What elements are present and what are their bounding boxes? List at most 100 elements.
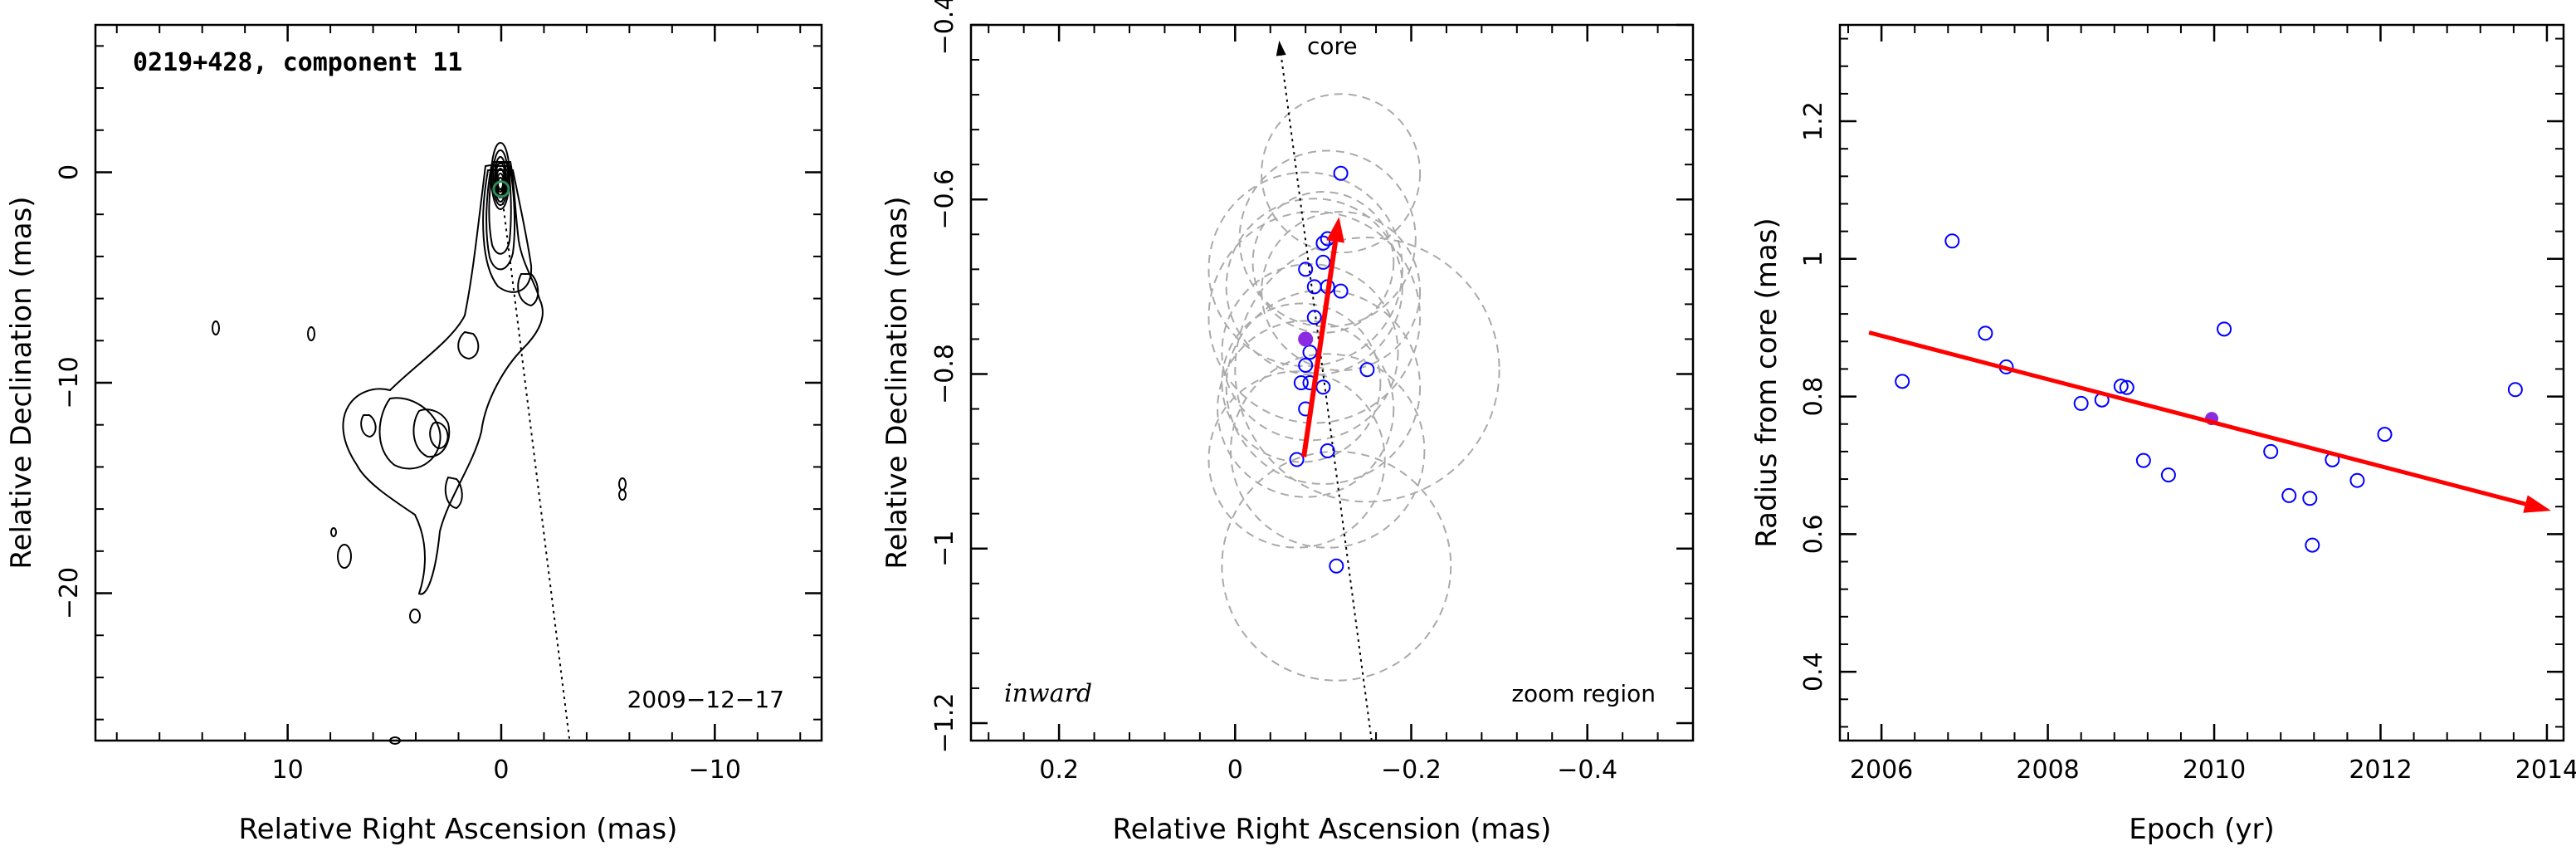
uncertainty-circle	[1217, 320, 1395, 498]
panel-contour-map: 10 0 −10 0 −10 −20	[5, 23, 823, 846]
uncertainty-circle	[1261, 93, 1422, 254]
data-point	[1315, 235, 1331, 251]
p1-y-axis-title: Relative Declination (mas)	[5, 196, 38, 569]
y-tick-label: −0.6	[930, 169, 959, 230]
data-point	[2217, 321, 2232, 337]
x-tick-label: −0.2	[1381, 756, 1442, 785]
data-point	[1306, 279, 1322, 295]
p1-x-axis-title: Relative Right Ascension (mas)	[239, 813, 678, 846]
p3-ticks: 2006 2008 2010 2012 2014 0.4 0.6 0.8 1 1.2	[1799, 25, 2576, 785]
x-tick-label: 2014	[2515, 756, 2576, 785]
data-point	[1298, 262, 1314, 277]
core-direction-line	[1280, 55, 1373, 741]
contour-lines	[212, 142, 627, 745]
panel-radius-epoch: 2006 2008 2010 2012 2014 0.4 0.6 0.8 1 1.2 Epoch …	[1750, 23, 2576, 846]
velocity-arrow	[1301, 241, 1339, 457]
p2-frame	[969, 23, 1695, 742]
uncertainty-circle	[1208, 171, 1403, 368]
core-arrow-head	[1276, 40, 1286, 56]
data-point	[1289, 452, 1305, 467]
uncertainty-circles	[1208, 93, 1500, 682]
x-tick-label: 2006	[1850, 756, 1913, 785]
data-point	[1359, 362, 1375, 378]
y-tick-label: −1	[930, 531, 959, 567]
y-tick-label: 0	[55, 164, 84, 180]
zoom-region-label: zoom region	[1511, 680, 1656, 707]
data-point	[2377, 427, 2393, 443]
data-point	[1320, 443, 1335, 458]
data-point	[1944, 233, 1960, 249]
jet-direction-line	[500, 188, 571, 741]
x-tick-label: 10	[272, 756, 304, 785]
velocity-arrow-head	[1326, 217, 1345, 243]
p1-frame	[94, 23, 823, 742]
x-tick-label: −0.4	[1557, 756, 1617, 785]
panel-zoom-scatter: 0.2 0 −0.2 −0.4 −0.4 −0.6 −0.8 −1 −1.2 core inwa…	[881, 0, 1695, 846]
p2-y-axis-title: Relative Declination (mas)	[881, 196, 914, 569]
data-point	[1315, 379, 1331, 395]
mean-point	[1298, 331, 1314, 347]
data-point	[1978, 325, 1993, 341]
p2-ticks: 0.2 0 −0.2 −0.4 −0.4 −0.6 −0.8 −1 −1.2	[930, 0, 1694, 785]
y-tick-label: −20	[55, 567, 84, 619]
data-point	[2302, 491, 2318, 506]
y-tick-label: 0.4	[1799, 652, 1828, 692]
p1-ticks: 10 0 −10 0 −10 −20	[55, 25, 822, 785]
uncertainty-circle	[1225, 198, 1403, 376]
trend-arrow-head	[2523, 495, 2551, 513]
data-point	[1293, 375, 1309, 390]
data-point	[1298, 357, 1314, 373]
data-point	[2113, 379, 2129, 394]
data-point	[1315, 254, 1331, 270]
x-tick-label: −10	[689, 756, 741, 785]
y-tick-label: 0.6	[1799, 514, 1828, 554]
uncertainty-circle	[1208, 370, 1386, 549]
trend-arrow	[1868, 330, 2526, 506]
uncertainty-circle	[1238, 149, 1417, 328]
data-point	[2263, 443, 2279, 459]
data-point	[2349, 472, 2365, 488]
data-point	[2073, 395, 2089, 411]
data-point	[2135, 452, 2151, 468]
p3-y-axis-title: Radius from core (mas)	[1750, 218, 1783, 547]
x-tick-label: 0.2	[1039, 756, 1079, 785]
x-tick-label: 2008	[2016, 756, 2079, 785]
x-tick-label: 0	[1227, 756, 1243, 785]
p3-frame	[1838, 23, 2565, 742]
panel1-title: 0219+428, component 11	[133, 48, 462, 77]
x-tick-label: 0	[493, 756, 509, 785]
component-marker	[492, 180, 510, 198]
y-tick-label: −0.4	[930, 0, 959, 55]
uncertainty-circle	[1261, 211, 1422, 372]
date-label: 2009−12−17	[627, 686, 784, 713]
uncertainty-circle	[1208, 210, 1422, 424]
data-point	[1329, 558, 1344, 574]
core-label: core	[1307, 32, 1358, 60]
data-point	[2305, 537, 2320, 553]
p2-x-axis-title: Relative Right Ascension (mas)	[1113, 813, 1552, 846]
uncertainty-circle	[1229, 353, 1426, 549]
data-point	[2507, 382, 2523, 398]
uncertainty-circle	[1221, 450, 1452, 682]
inward-label: inward	[1004, 679, 1092, 708]
data-point	[1895, 374, 1910, 389]
data-point	[2160, 467, 2176, 483]
x-tick-label: 2012	[2349, 756, 2412, 785]
data-point	[1333, 165, 1349, 181]
uncertainty-circle	[1234, 237, 1500, 503]
data-point	[1306, 310, 1322, 325]
uncertainty-circle	[1225, 289, 1422, 485]
p3-x-axis-title: Epoch (yr)	[2129, 813, 2275, 846]
data-point	[2281, 487, 2297, 503]
y-tick-label: 0.8	[1799, 377, 1828, 417]
data-point	[2119, 379, 2134, 395]
data-point	[1333, 283, 1349, 299]
y-tick-label: 1.2	[1799, 101, 1828, 141]
y-tick-label: −0.8	[930, 344, 959, 404]
p3-points	[1895, 233, 2523, 553]
uncertainty-circle	[1251, 191, 1395, 334]
uncertainty-circle	[1221, 302, 1382, 463]
y-tick-label: −1.2	[930, 693, 959, 754]
y-tick-label: 1	[1799, 251, 1828, 267]
